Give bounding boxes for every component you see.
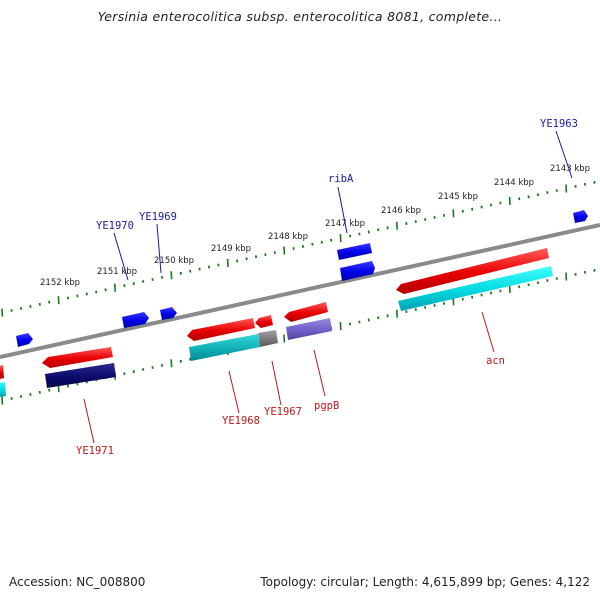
callout-pgpB-line [313,349,326,397]
footer-genome-info: Topology: circular; Length: 4,615,899 bp… [260,575,590,589]
scale-label-2145: 2145 kbp [438,192,478,202]
gene-YE1971-feature[interactable] [42,347,113,368]
gene-label-YE1963[interactable]: YE1963 [540,118,578,130]
gene-left-edge-feature[interactable] [16,333,33,347]
footer-accession: Accession: NC_008800 [9,575,146,589]
gene-label-ribA[interactable]: ribA [328,173,354,185]
gene-left-edge-red-feature[interactable] [0,365,4,379]
gene-YE1963-feature[interactable] [573,210,588,223]
gene-callout-lines [83,130,573,444]
gene-pgpB-feature[interactable] [284,302,328,322]
callout-YE1963-line [555,130,573,179]
gene-label-YE1968[interactable]: YE1968 [222,415,260,427]
gene-ribA-cds-feature[interactable] [340,261,375,281]
gene-label-YE1967[interactable]: YE1967 [264,406,302,418]
gene-label-acn[interactable]: acn [486,355,505,367]
scale-label-2146: 2146 kbp [381,206,421,216]
callout-YE1967-line [271,360,282,406]
gene-YE1969-feature[interactable] [160,307,177,320]
gene-YE1968-feature[interactable] [187,318,255,341]
gene-ribA-feature[interactable] [337,243,372,260]
gene-label-pgpB[interactable]: pgpB [314,400,339,412]
gene-YE1968-cds-feature[interactable] [189,334,260,361]
callout-YE1971-line [83,398,95,444]
scale-label-2150: 2150 kbp [154,256,194,266]
gene-label-YE1969[interactable]: YE1969 [139,211,177,223]
gene-left-edge-cyan-feature[interactable] [0,382,6,397]
reverse-strand-genes [0,248,553,397]
callout-YE1969-line [156,223,162,274]
callout-ribA-line [337,186,348,234]
callout-YE1968-line [228,370,240,414]
scale-label-2151: 2151 kbp [97,267,137,277]
forward-strand-genes [16,210,588,347]
scale-label-2152: 2152 kbp [40,278,80,288]
scale-label-2144: 2144 kbp [494,178,534,188]
scale-label-2148: 2148 kbp [268,232,308,242]
gene-label-YE1971[interactable]: YE1971 [76,445,114,457]
gene-pgpB-cds-feature[interactable] [286,318,332,340]
genome-backbone [0,223,600,359]
gene-acn-feature[interactable] [396,248,549,294]
callout-YE1970-line [113,232,129,281]
scale-tick-rings [1,180,596,405]
scale-label-2143: 2143 kbp [550,164,590,174]
gene-YE1967-cds-feature[interactable] [258,330,278,347]
callout-acn-line [481,311,495,353]
map-title: Yersinia enterocolitica subsp. enterocol… [97,9,503,24]
scale-label-2149: 2149 kbp [211,244,251,254]
gene-acn-cds-feature[interactable] [398,266,553,311]
gene-YE1967-feature[interactable] [255,315,273,328]
gene-YE1971-cds-feature[interactable] [45,363,116,388]
gene-label-YE1970[interactable]: YE1970 [96,220,134,232]
gene-labels: YE1963 ribA YE1969 YE1970 acn pgpB YE196… [76,118,578,457]
gene-YE1970-feature[interactable] [122,312,149,328]
